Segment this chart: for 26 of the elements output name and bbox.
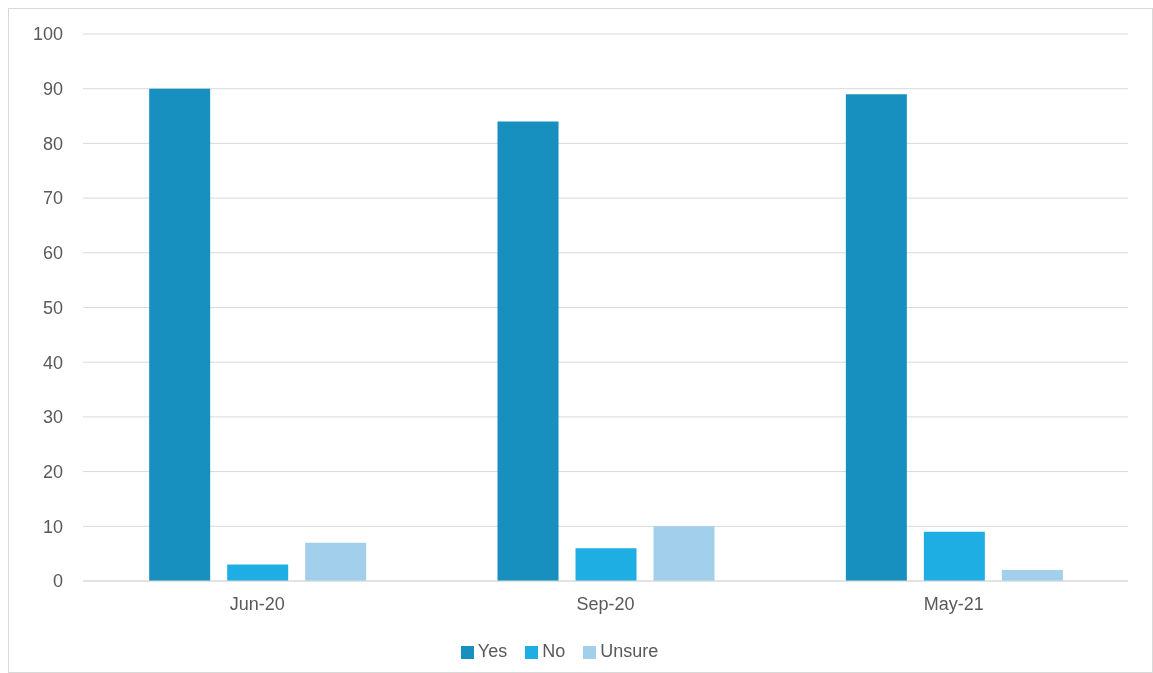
bar xyxy=(923,531,985,581)
bar xyxy=(1001,570,1063,581)
y-tick-label: 60 xyxy=(42,243,63,264)
bar xyxy=(227,564,289,581)
bar xyxy=(497,121,559,581)
y-tick-label: 100 xyxy=(32,24,63,45)
y-tick-label: 10 xyxy=(42,516,63,537)
y-tick-label: 20 xyxy=(42,461,63,482)
bar xyxy=(149,88,211,581)
bar xyxy=(653,526,715,581)
y-tick-label: 0 xyxy=(52,571,63,592)
x-tick-label: Jun-20 xyxy=(229,593,285,614)
legend-label: No xyxy=(542,641,566,661)
y-tick-label: 90 xyxy=(42,79,63,100)
y-tick-label: 30 xyxy=(42,407,63,428)
legend-label: Unsure xyxy=(600,641,659,661)
legend-label: Yes xyxy=(477,641,508,661)
bar xyxy=(305,542,367,581)
y-tick-label: 40 xyxy=(42,352,63,373)
y-tick-label: 70 xyxy=(42,188,63,209)
y-tick-label: 50 xyxy=(42,297,63,318)
bar xyxy=(575,548,637,581)
bar xyxy=(845,94,907,581)
y-tick-label: 80 xyxy=(42,133,63,154)
x-tick-label: Sep-20 xyxy=(576,593,635,614)
x-tick-label: May-21 xyxy=(923,593,984,614)
